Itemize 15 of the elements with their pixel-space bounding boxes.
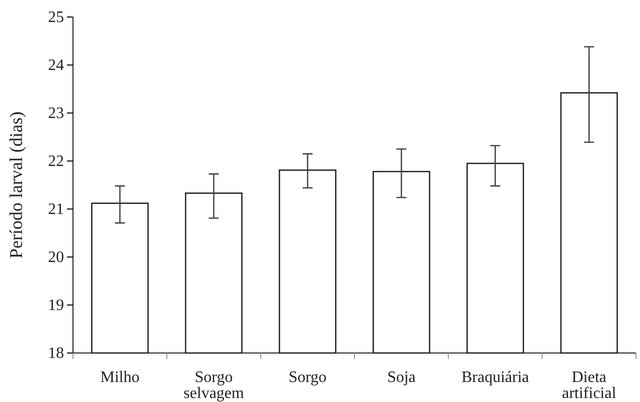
x-tick-label: Milho bbox=[100, 368, 140, 386]
x-tick-label: Dieta artificial bbox=[562, 368, 617, 402]
y-tick-label: 25 bbox=[48, 9, 64, 26]
y-tick-label: 21 bbox=[48, 201, 64, 218]
x-tick-label: Soja bbox=[387, 368, 416, 386]
y-tick-label: 20 bbox=[48, 249, 64, 266]
y-tick-label: 18 bbox=[48, 345, 64, 362]
y-axis-title: Período larval (dias) bbox=[6, 112, 26, 258]
x-tick-label: Braquiária bbox=[461, 368, 530, 386]
y-tick-label: 22 bbox=[48, 153, 64, 170]
y-tick-label: 24 bbox=[48, 57, 64, 74]
x-tick-label: Sorgo selvagem bbox=[184, 368, 245, 402]
y-tick-label: 19 bbox=[48, 297, 64, 314]
y-tick-label: 23 bbox=[48, 105, 64, 122]
x-tick-label: Sorgo bbox=[288, 368, 327, 386]
